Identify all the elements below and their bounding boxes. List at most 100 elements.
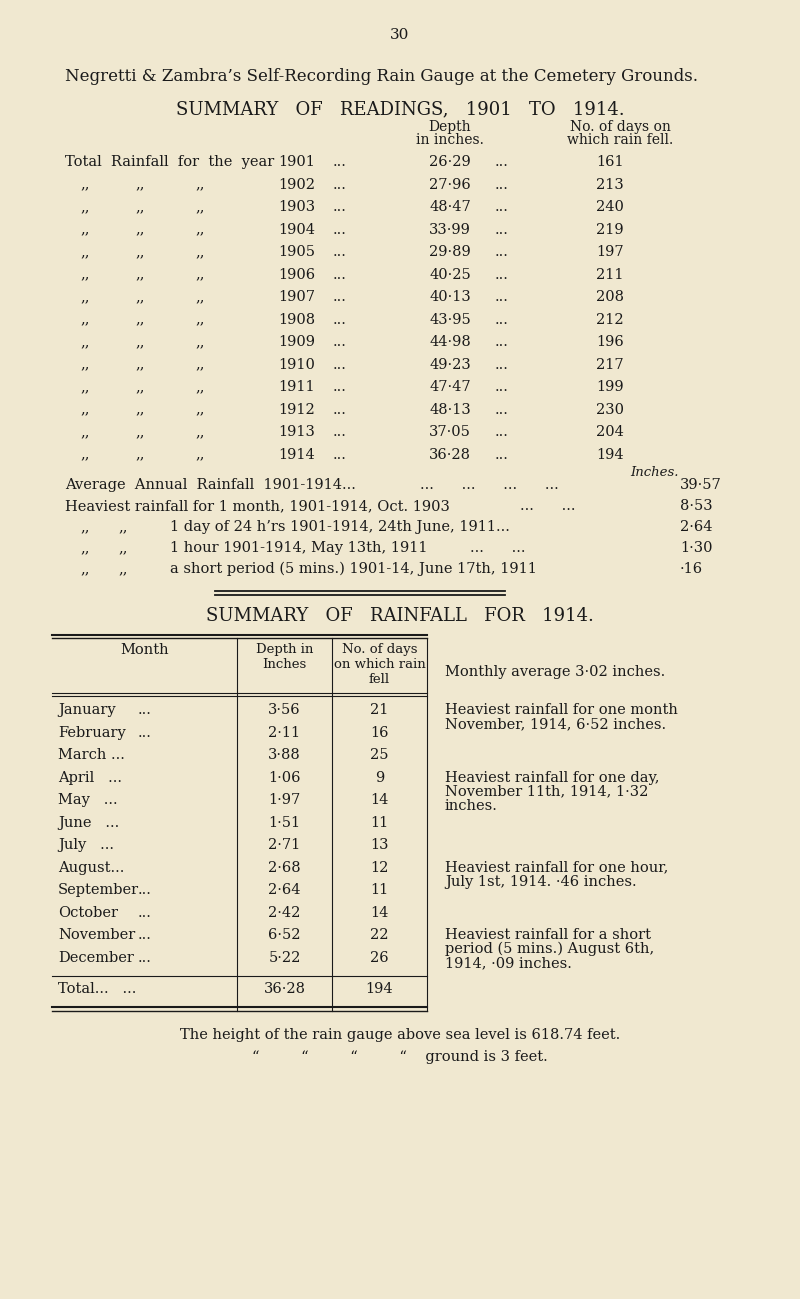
Text: January: January — [58, 703, 116, 717]
Text: 212: 212 — [596, 313, 624, 326]
Text: ,,: ,, — [80, 335, 90, 349]
Text: ,,: ,, — [135, 425, 145, 439]
Text: ...: ... — [333, 425, 347, 439]
Text: December: December — [58, 951, 134, 964]
Text: 1904: 1904 — [278, 222, 315, 236]
Text: 14: 14 — [370, 905, 389, 920]
Text: 1·30: 1·30 — [680, 540, 713, 555]
Text: ,,: ,, — [135, 357, 145, 372]
Text: ,,: ,, — [195, 290, 205, 304]
Text: SUMMARY   OF   RAINFALL   FOR   1914.: SUMMARY OF RAINFALL FOR 1914. — [206, 607, 594, 625]
Text: ,,: ,, — [80, 200, 90, 214]
Text: ...      ...: ... ... — [470, 540, 526, 555]
Text: 13: 13 — [370, 838, 389, 852]
Text: ...: ... — [138, 927, 152, 942]
Text: May   ...: May ... — [58, 792, 118, 807]
Text: 40·13: 40·13 — [429, 290, 471, 304]
Text: 29·89: 29·89 — [429, 246, 471, 259]
Text: 47·47: 47·47 — [429, 381, 471, 394]
Text: 1902: 1902 — [278, 178, 315, 191]
Text: ...: ... — [138, 905, 152, 920]
Text: 3·56: 3·56 — [268, 703, 301, 717]
Text: 194: 194 — [366, 982, 394, 996]
Text: 1914, ·09 inches.: 1914, ·09 inches. — [445, 956, 572, 970]
Text: Heaviest rainfall for one hour,: Heaviest rainfall for one hour, — [445, 860, 668, 874]
Text: ...: ... — [495, 403, 509, 417]
Text: 27·96: 27·96 — [429, 178, 471, 191]
Text: ,,: ,, — [135, 222, 145, 236]
Text: ...: ... — [333, 268, 347, 282]
Text: Heaviest rainfall for one month: Heaviest rainfall for one month — [445, 703, 678, 717]
Text: ...: ... — [495, 425, 509, 439]
Text: ,,: ,, — [80, 357, 90, 372]
Text: 11: 11 — [370, 816, 389, 830]
Text: 1912: 1912 — [278, 403, 314, 417]
Text: ...: ... — [495, 246, 509, 259]
Text: Heaviest rainfall for a short: Heaviest rainfall for a short — [445, 927, 651, 942]
Text: November 11th, 1914, 1·32: November 11th, 1914, 1·32 — [445, 785, 648, 799]
Text: 1·97: 1·97 — [268, 792, 301, 807]
Text: 49·23: 49·23 — [429, 357, 471, 372]
Text: ...: ... — [333, 246, 347, 259]
Text: 1 day of 24 h’rs 1901-1914, 24th June, 1911...: 1 day of 24 h’rs 1901-1914, 24th June, 1… — [170, 520, 510, 534]
Text: ...: ... — [333, 447, 347, 461]
Text: Heaviest rainfall for one day,: Heaviest rainfall for one day, — [445, 770, 659, 785]
Text: 36·28: 36·28 — [429, 447, 471, 461]
Text: 2·42: 2·42 — [268, 905, 301, 920]
Text: The height of the rain gauge above sea level is 618.74 feet.: The height of the rain gauge above sea l… — [180, 1029, 620, 1043]
Text: 199: 199 — [596, 381, 624, 394]
Text: ,,: ,, — [80, 290, 90, 304]
Text: 240: 240 — [596, 200, 624, 214]
Text: 217: 217 — [596, 357, 624, 372]
Text: November, 1914, 6·52 inches.: November, 1914, 6·52 inches. — [445, 717, 666, 731]
Text: ,,: ,, — [80, 447, 90, 461]
Text: ,,: ,, — [118, 562, 127, 575]
Text: ...: ... — [138, 883, 152, 898]
Text: 39·57: 39·57 — [680, 478, 722, 492]
Text: Total  Rainfall  for  the  year: Total Rainfall for the year — [65, 155, 274, 169]
Text: ,,: ,, — [195, 335, 205, 349]
Text: 1914: 1914 — [278, 447, 314, 461]
Text: 1907: 1907 — [278, 290, 315, 304]
Text: Inches.: Inches. — [630, 466, 678, 479]
Text: ,,: ,, — [135, 200, 145, 214]
Text: ...: ... — [333, 313, 347, 326]
Text: ,,: ,, — [195, 200, 205, 214]
Text: ,,: ,, — [135, 403, 145, 417]
Text: Depth in
Inches: Depth in Inches — [256, 643, 313, 672]
Text: Depth: Depth — [429, 120, 471, 134]
Text: 196: 196 — [596, 335, 624, 349]
Text: 3·88: 3·88 — [268, 748, 301, 763]
Text: 1909: 1909 — [278, 335, 315, 349]
Text: ,,: ,, — [80, 246, 90, 259]
Text: 11: 11 — [370, 883, 389, 898]
Text: 2·71: 2·71 — [268, 838, 301, 852]
Text: 26·29: 26·29 — [429, 155, 471, 169]
Text: 40·25: 40·25 — [429, 268, 471, 282]
Text: ,,: ,, — [195, 425, 205, 439]
Text: 16: 16 — [370, 726, 389, 739]
Text: 9: 9 — [375, 770, 384, 785]
Text: ,,: ,, — [80, 268, 90, 282]
Text: ,,: ,, — [195, 447, 205, 461]
Text: ...: ... — [495, 222, 509, 236]
Text: ,,: ,, — [135, 381, 145, 394]
Text: ,,: ,, — [195, 268, 205, 282]
Text: ...: ... — [138, 951, 152, 964]
Text: 1·51: 1·51 — [269, 816, 301, 830]
Text: April   ...: April ... — [58, 770, 122, 785]
Text: inches.: inches. — [445, 799, 498, 812]
Text: ...      ...      ...      ...: ... ... ... ... — [420, 478, 558, 492]
Text: 194: 194 — [596, 447, 624, 461]
Text: ...: ... — [333, 155, 347, 169]
Text: ,,: ,, — [80, 520, 90, 534]
Text: ...: ... — [333, 222, 347, 236]
Text: ,,: ,, — [80, 313, 90, 326]
Text: ,,: ,, — [80, 403, 90, 417]
Text: 21: 21 — [370, 703, 389, 717]
Text: ...: ... — [495, 335, 509, 349]
Text: November: November — [58, 927, 135, 942]
Text: ...: ... — [138, 703, 152, 717]
Text: 1906: 1906 — [278, 268, 315, 282]
Text: 1903: 1903 — [278, 200, 315, 214]
